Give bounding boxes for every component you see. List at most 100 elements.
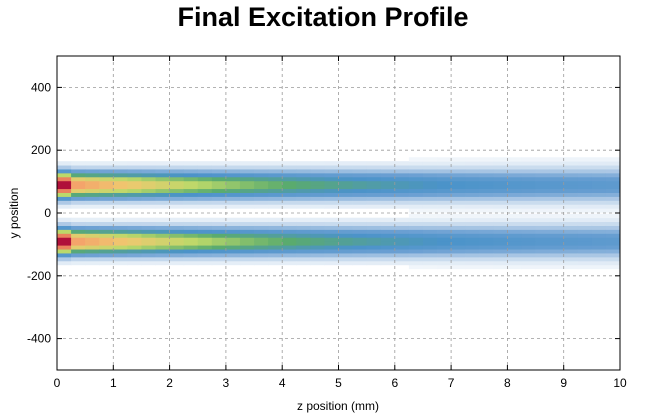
heatmap-cell: [282, 172, 297, 178]
heatmap-cell: [591, 161, 607, 166]
heatmap-cell: [338, 225, 353, 230]
heatmap-cell: [394, 184, 410, 190]
heatmap-cell: [451, 204, 466, 209]
heatmap-cell: [451, 188, 466, 193]
heatmap-cell: [563, 245, 579, 250]
heatmap-cell: [535, 253, 551, 258]
heatmap-cell: [408, 256, 424, 262]
heatmap-cell: [169, 169, 185, 174]
heatmap-cell: [85, 221, 100, 226]
x-axis: 0 1 2 3 4 5 6 7 8 9 10: [54, 56, 627, 390]
heatmap-cell: [521, 196, 536, 201]
heatmap-cell: [225, 161, 241, 166]
heatmap-cell: [183, 161, 199, 166]
heatmap-cell: [85, 192, 100, 197]
heatmap-cell: [605, 196, 621, 201]
heatmap-cell: [577, 180, 593, 186]
heatmap-cell: [521, 184, 536, 190]
heatmap-cell: [338, 180, 353, 186]
heatmap-cell: [71, 184, 86, 190]
heatmap-cell: [507, 245, 522, 250]
heatmap-cell: [296, 172, 311, 178]
heatmap-cell: [479, 253, 494, 258]
heatmap-cell: [268, 184, 283, 190]
heatmap-cell: [225, 204, 241, 209]
heatmap-cell: [507, 188, 522, 193]
heatmap-cell: [366, 172, 382, 178]
heatmap-cell: [338, 200, 353, 205]
heatmap-cell: [113, 204, 128, 209]
heatmap-cell: [422, 233, 438, 238]
heatmap-cell: [577, 237, 593, 242]
heatmap-cell: [549, 196, 565, 201]
heatmap-cell: [113, 200, 128, 205]
heatmap-cell: [71, 249, 86, 254]
heatmap-cell: [605, 233, 621, 238]
heatmap-cell: [113, 188, 128, 193]
heatmap-cell: [437, 225, 452, 230]
heatmap-cell: [296, 260, 311, 266]
heatmap-cell: [211, 169, 227, 174]
heatmap-cell: [591, 165, 607, 170]
heatmap-cell: [71, 172, 86, 178]
heatmap-cell: [155, 161, 170, 166]
heatmap-cell: [169, 184, 185, 190]
heatmap-cell: [507, 176, 522, 182]
heatmap-cell: [394, 172, 410, 178]
heatmap-cell: [605, 217, 621, 223]
heatmap-cell: [408, 249, 424, 254]
heatmap-cell: [394, 229, 410, 234]
heatmap-cell: [57, 217, 72, 223]
heatmap-cell: [591, 184, 607, 190]
heatmap-cell: [155, 169, 170, 174]
heatmap-cell: [71, 165, 86, 170]
heatmap-cell: [507, 204, 522, 209]
heatmap-cell: [211, 233, 227, 238]
heatmap-cell: [211, 241, 227, 246]
heatmap-cell: [507, 221, 522, 226]
x-tick-label: 0: [54, 376, 61, 390]
heatmap-cell: [521, 245, 536, 250]
heatmap-cell: [479, 256, 494, 262]
heatmap-cell: [437, 264, 452, 270]
heatmap-cell: [338, 249, 353, 254]
heatmap-cell: [577, 204, 593, 209]
heatmap-cell: [85, 161, 100, 166]
heatmap-cell: [451, 184, 466, 190]
heatmap-cell: [254, 165, 269, 170]
heatmap-cell: [211, 253, 227, 258]
heatmap-cell: [239, 172, 255, 178]
x-tick-label: 2: [166, 376, 173, 390]
heatmap-cell: [113, 217, 128, 223]
heatmap-cell: [155, 225, 170, 230]
heatmap-cell: [155, 245, 170, 250]
heatmap-cell: [296, 245, 311, 250]
heatmap-cell: [451, 225, 466, 230]
heatmap-cell: [380, 184, 396, 190]
heatmap-cell: [169, 256, 185, 262]
heatmap-cell: [437, 200, 452, 205]
heatmap-cell: [366, 180, 382, 186]
heatmap-cell: [141, 245, 156, 250]
heatmap-cell: [451, 264, 466, 270]
heatmap-cell: [211, 180, 227, 186]
heatmap-cell: [422, 237, 438, 242]
heatmap-cell: [380, 249, 396, 254]
heatmap-cell: [268, 256, 283, 262]
heatmap-cell: [422, 256, 438, 262]
heatmap-cell: [57, 180, 72, 186]
heatmap-cell: [338, 229, 353, 234]
heatmap-cell: [225, 237, 241, 242]
heatmap-cell: [549, 204, 565, 209]
heatmap-cell: [99, 180, 114, 186]
heatmap-cell: [451, 200, 466, 205]
heatmap-cell: [254, 249, 269, 254]
x-tick-label: 7: [448, 376, 455, 390]
heatmap-cell: [85, 229, 100, 234]
heatmap-cell: [380, 245, 396, 250]
heatmap-cell: [591, 180, 607, 186]
heatmap-cell: [155, 241, 170, 246]
heatmap-cell: [254, 169, 269, 174]
heatmap-cell: [57, 169, 72, 174]
heatmap-cell: [549, 260, 565, 266]
